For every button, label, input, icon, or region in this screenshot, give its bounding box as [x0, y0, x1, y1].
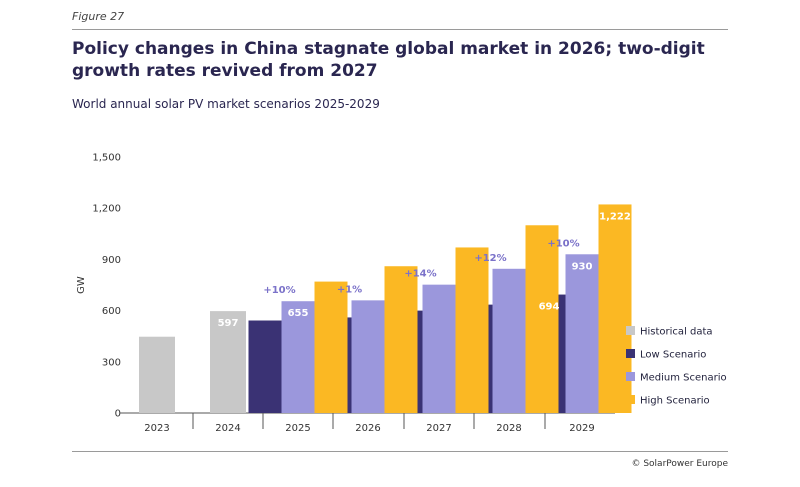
growth-label: +14%: [404, 269, 436, 280]
data-label: 1,222: [599, 211, 631, 222]
legend-label-medium-scenario: Medium Scenario: [640, 373, 727, 384]
bar-historical-data-2024: [210, 311, 246, 413]
data-label: 655: [288, 308, 309, 319]
legend-label-low-scenario: Low Scenario: [640, 350, 706, 361]
x-tick-label: 2024: [215, 423, 240, 434]
growth-label: +10%: [263, 285, 295, 296]
legend-swatch-historical-data: [626, 326, 635, 335]
legend-swatch-low-scenario: [626, 349, 635, 358]
x-tick-label: 2026: [355, 423, 380, 434]
y-tick-label: 1,200: [92, 204, 121, 215]
x-tick-label: 2028: [496, 423, 521, 434]
y-axis-title: GW: [76, 276, 87, 294]
bar-high-scenario-2028: [525, 225, 559, 413]
bar-medium-scenario-2028: [492, 268, 526, 413]
x-tick-label: 2025: [285, 423, 310, 434]
y-tick-label: 300: [102, 357, 121, 368]
y-tick-label: 1,500: [92, 153, 121, 164]
growth-label: +1%: [337, 284, 362, 295]
bar-medium-scenario-2027: [422, 284, 456, 413]
chart-title: Policy changes in China stagnate global …: [72, 39, 705, 81]
bar-medium-scenario-2029: [565, 254, 599, 413]
legend-label-historical-data: Historical data: [640, 327, 713, 338]
source-credit: © SolarPower Europe: [631, 459, 728, 469]
top-divider: [72, 29, 728, 30]
growth-label: +10%: [547, 238, 579, 249]
bar-medium-scenario-2025: [281, 301, 315, 413]
data-label: 930: [572, 261, 593, 272]
y-tick-label: 900: [102, 255, 121, 266]
bar-high-scenario-2026: [384, 266, 418, 413]
x-tick-label: 2023: [144, 423, 169, 434]
y-tick-label: 600: [102, 306, 121, 317]
bar-low-scenario-2025: [248, 320, 282, 413]
y-tick-label: 0: [115, 409, 121, 420]
bar-high-scenario-2029: [598, 204, 632, 413]
bar-medium-scenario-2026: [351, 300, 385, 413]
legend-swatch-medium-scenario: [626, 372, 635, 381]
bottom-divider: [72, 451, 728, 452]
data-label: 694: [539, 302, 560, 313]
chart-subtitle: World annual solar PV market scenarios 2…: [72, 97, 380, 111]
legend-swatch-high-scenario: [626, 395, 635, 404]
x-tick-label: 2027: [426, 423, 451, 434]
x-tick-label: 2029: [569, 423, 594, 434]
bar-high-scenario-2025: [314, 281, 348, 413]
data-label: 597: [218, 318, 239, 329]
legend-label-high-scenario: High Scenario: [640, 396, 710, 407]
bar-historical-data-2023: [139, 336, 175, 413]
bar-high-scenario-2027: [455, 247, 489, 413]
growth-label: +12%: [474, 253, 506, 264]
figure-label: Figure 27: [72, 10, 125, 23]
